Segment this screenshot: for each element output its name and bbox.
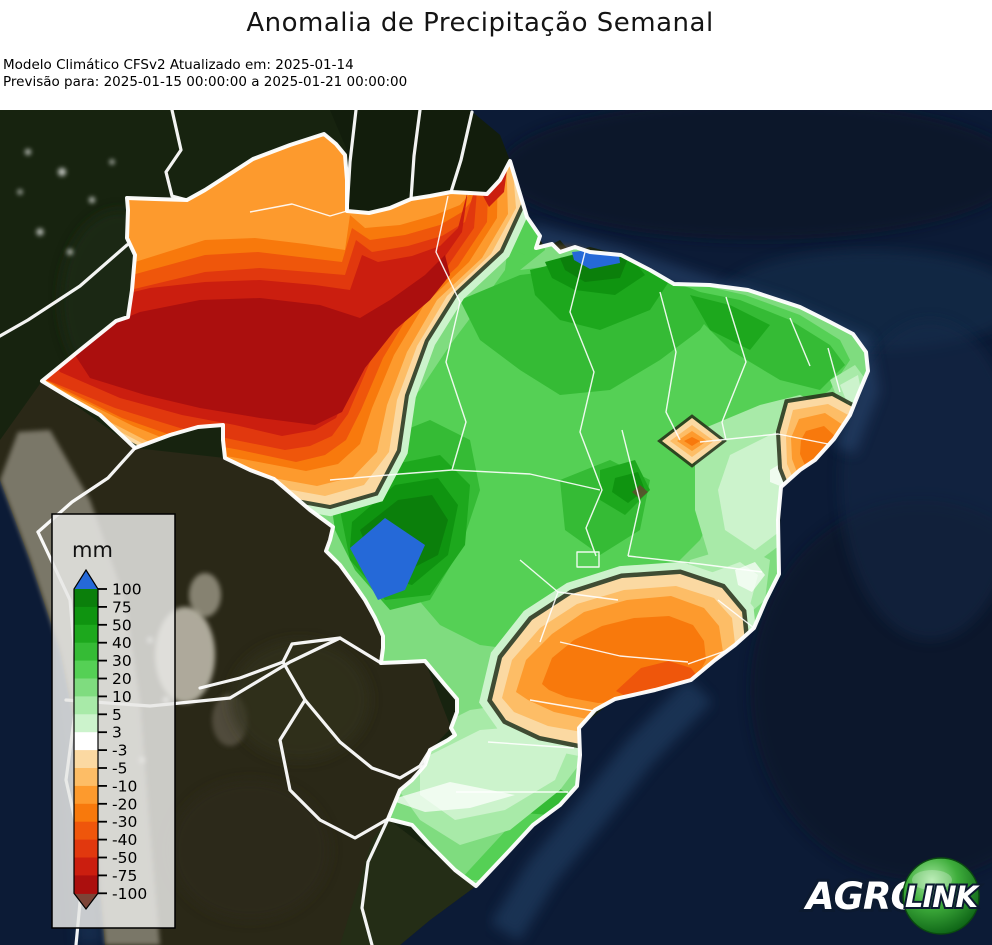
colorbar-tick-label: 30 — [112, 652, 132, 670]
legend-colorbar: 10075504030201053-3-5-10-20-30-40-50-75-… — [73, 568, 147, 910]
colorbar-band — [74, 606, 98, 626]
legend-background — [51, 513, 176, 929]
colorbar-band — [74, 696, 98, 715]
model-info-line: Modelo Climático CFSv2 Atualizado em: 20… — [3, 57, 354, 73]
colorbar-band — [74, 660, 98, 680]
colorbar-tick-label: -5 — [112, 760, 127, 778]
colorbar-band — [74, 857, 98, 876]
colorbar-tick-label: 10 — [112, 688, 132, 706]
agrolink-logo: AGRO LINK — [800, 857, 984, 935]
colorbar-band — [74, 624, 98, 644]
colorbar-tick-label: 20 — [112, 670, 132, 688]
colorbar-under-arrow — [74, 893, 98, 909]
logo-text-link: LINK — [905, 880, 981, 914]
colorbar-tick-label: 100 — [112, 581, 142, 599]
colorbar-band — [74, 589, 98, 608]
colorbar-band — [74, 803, 98, 823]
colorbar-tick-label: -10 — [112, 777, 137, 795]
logo-text-agro: AGRO — [803, 875, 921, 918]
anomaly-map: mm 10075504030201053-3-5-10-20-30-40-50-… — [0, 110, 992, 945]
blue-wet-patches — [350, 247, 620, 600]
colorbar-tick-label: 50 — [112, 616, 132, 634]
page-title: Anomalia de Precipitação Semanal — [246, 8, 714, 38]
colorbar-tick-label: -100 — [112, 885, 147, 903]
colorbar-band — [74, 821, 98, 841]
colorbar-band — [74, 678, 98, 697]
colorbar-band — [74, 785, 98, 805]
colorbar-tick-label: -3 — [112, 742, 127, 760]
colorbar-tick-label: 40 — [112, 634, 132, 652]
colorbar-band — [74, 750, 98, 769]
colorbar-band — [74, 732, 98, 751]
legend-unit-label: mm — [72, 538, 113, 562]
colorbar-band — [74, 642, 98, 662]
map-container: mm 100 75 50 40 30 20 10 5 3 -3 -5 -10 -20 -30 -40 -50-… — [0, 110, 992, 945]
logo-sphere — [902, 857, 980, 935]
colorbar-over-arrow — [74, 570, 98, 589]
colorbar-band — [74, 839, 98, 859]
forecast-range-line: Previsão para: 2025-01-15 00:00:00 a 202… — [3, 74, 408, 90]
colorbar-tick-label: 75 — [112, 598, 132, 616]
colorbar-tick-label: -50 — [112, 849, 137, 867]
brazil-border — [40, 132, 870, 888]
colorbar-band — [74, 875, 98, 894]
colorbar-tick-label: 5 — [112, 706, 122, 724]
legend: mm 10075504030201053-3-5-10-20-30-40-50-… — [51, 513, 176, 929]
state-borders — [249, 195, 841, 793]
colorbar-tick-label: -30 — [112, 813, 137, 831]
colorbar-tick-label: 3 — [112, 724, 122, 742]
colorbar-band — [74, 768, 98, 787]
colorbar-band — [74, 714, 98, 733]
colorbar-tick-label: -20 — [112, 795, 137, 813]
colorbar-tick-label: -40 — [112, 831, 137, 849]
colorbar-tick-label: -75 — [112, 867, 137, 885]
header: Anomalia de Precipitação Semanal Modelo … — [0, 0, 992, 110]
